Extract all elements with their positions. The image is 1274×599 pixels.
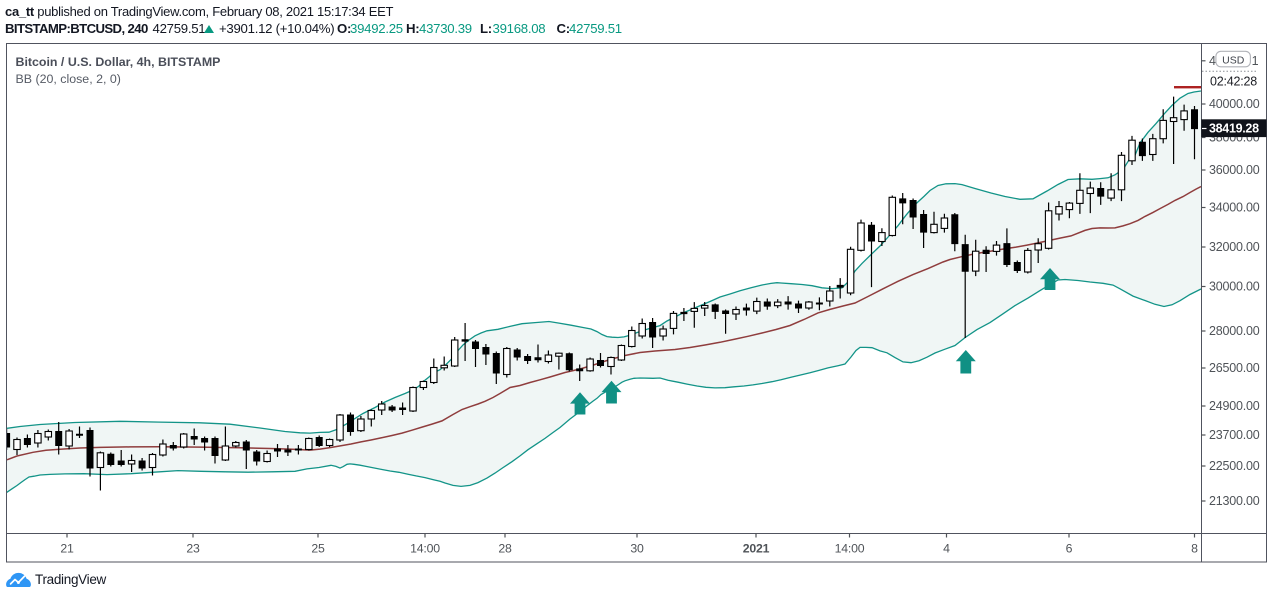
- svg-text:2021: 2021: [743, 542, 770, 556]
- svg-text:38419.28: 38419.28: [1209, 122, 1259, 136]
- svg-text:30: 30: [630, 542, 644, 556]
- svg-text:21: 21: [60, 542, 74, 556]
- svg-text:28000.00: 28000.00: [1209, 324, 1260, 338]
- svg-text:02:42:28: 02:42:28: [1210, 75, 1257, 89]
- svg-text:30000.00: 30000.00: [1209, 280, 1260, 294]
- svg-text:22500.00: 22500.00: [1209, 459, 1260, 473]
- svg-text:USD: USD: [1222, 54, 1245, 66]
- svg-text:14:00: 14:00: [410, 542, 440, 556]
- svg-text:23700.00: 23700.00: [1209, 428, 1260, 442]
- svg-text:26500.00: 26500.00: [1209, 361, 1260, 375]
- svg-text:21300.00: 21300.00: [1209, 494, 1260, 508]
- svg-text:1: 1: [1252, 54, 1259, 68]
- svg-text:25: 25: [311, 542, 325, 556]
- svg-text:14:00: 14:00: [835, 542, 865, 556]
- svg-text:8: 8: [1191, 542, 1198, 556]
- svg-text:34000.00: 34000.00: [1209, 201, 1260, 215]
- svg-text:32000.00: 32000.00: [1209, 240, 1260, 254]
- svg-text:23: 23: [186, 542, 200, 556]
- svg-text:4: 4: [1209, 54, 1216, 68]
- svg-text:40000.00: 40000.00: [1209, 97, 1260, 111]
- svg-text:6: 6: [1066, 542, 1073, 556]
- svg-text:24900.00: 24900.00: [1209, 399, 1260, 413]
- svg-text:36000.00: 36000.00: [1209, 163, 1260, 177]
- svg-text:4: 4: [943, 542, 950, 556]
- svg-text:28: 28: [498, 542, 512, 556]
